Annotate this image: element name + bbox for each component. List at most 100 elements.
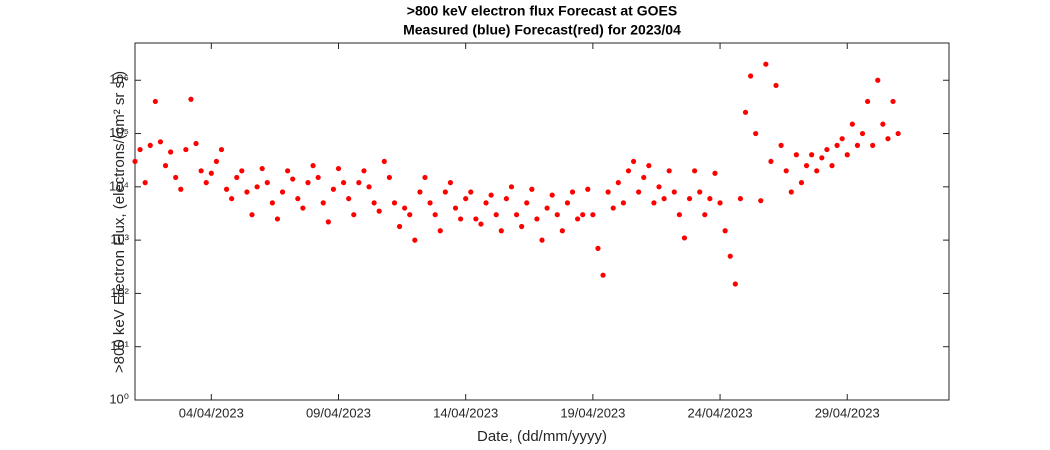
- data-point: [773, 82, 779, 89]
- chart-subtitle: Measured (blue) Forecast(red) for 2023/0…: [403, 22, 681, 38]
- data-point: [656, 184, 662, 190]
- data-point: [269, 200, 275, 206]
- data-point: [630, 158, 637, 165]
- data-point: [244, 189, 250, 195]
- data-point: [758, 198, 764, 204]
- data-point: [402, 205, 408, 211]
- data-point: [590, 212, 596, 218]
- x-tick-label: 09/04/2023: [306, 405, 371, 420]
- data-point: [829, 163, 835, 169]
- data-point: [305, 180, 311, 186]
- y-tick-label: 10¹: [110, 338, 129, 353]
- y-tick-label: 10⁶: [109, 72, 129, 87]
- data-point: [569, 189, 576, 195]
- data-point: [890, 98, 896, 105]
- data-point: [391, 200, 398, 206]
- x-tick-label: 29/04/2023: [815, 405, 880, 420]
- data-point: [132, 158, 138, 165]
- data-point: [498, 228, 504, 234]
- data-point: [330, 186, 337, 192]
- data-point: [686, 196, 693, 202]
- data-point: [559, 228, 565, 234]
- data-point: [468, 189, 474, 195]
- data-point: [620, 200, 627, 206]
- data-point: [732, 281, 738, 287]
- data-point: [488, 192, 494, 198]
- data-point: [727, 253, 733, 259]
- data-point: [615, 180, 621, 186]
- y-tick-label: 10⁵: [109, 125, 129, 140]
- data-point: [508, 184, 515, 190]
- data-point: [218, 146, 225, 153]
- data-point: [778, 142, 784, 148]
- data-point: [697, 189, 703, 195]
- data-point: [819, 155, 825, 161]
- data-point: [452, 205, 459, 211]
- data-point: [839, 136, 845, 142]
- x-tick-label: 19/04/2023: [560, 405, 625, 420]
- data-point: [849, 121, 855, 127]
- data-point: [351, 212, 357, 218]
- y-tick-label: 10²: [110, 285, 129, 300]
- plot-frame: [134, 42, 950, 401]
- data-point: [519, 223, 525, 230]
- data-point: [768, 158, 774, 165]
- data-point: [854, 142, 861, 148]
- data-point: [183, 146, 189, 153]
- data-point: [885, 136, 891, 142]
- data-point: [493, 212, 499, 218]
- data-point: [346, 196, 352, 202]
- data-point: [651, 200, 657, 206]
- data-point: [254, 184, 260, 190]
- data-point: [763, 61, 769, 67]
- data-point: [859, 130, 866, 137]
- data-point: [356, 180, 362, 186]
- data-point: [707, 196, 713, 202]
- data-point: [585, 186, 591, 192]
- data-point: [249, 212, 255, 218]
- data-point: [442, 189, 448, 195]
- y-axis-label: >800 keV Electron Flux, (electrons/(cm² …: [111, 71, 128, 373]
- data-point: [549, 192, 555, 198]
- data-point: [564, 200, 571, 206]
- data-point: [223, 186, 230, 192]
- data-point: [478, 221, 484, 227]
- data-point: [834, 142, 840, 148]
- data-point: [417, 189, 423, 195]
- data-point: [295, 196, 301, 202]
- data-point: [809, 152, 815, 158]
- data-point: [361, 168, 367, 174]
- x-axis-label: Date, (dd/mm/yyyy): [477, 428, 607, 445]
- data-point: [712, 170, 718, 176]
- data-point: [213, 158, 219, 165]
- data-point: [742, 109, 749, 115]
- data-point: [147, 142, 153, 148]
- data-point: [671, 189, 677, 195]
- data-point: [173, 174, 179, 181]
- data-point: [229, 196, 235, 202]
- data-point: [290, 176, 296, 182]
- data-point: [427, 200, 433, 206]
- data-point: [870, 142, 876, 148]
- data-point: [483, 200, 489, 206]
- data-point: [747, 73, 754, 79]
- data-point: [803, 163, 810, 169]
- data-point: [412, 237, 418, 243]
- data-point: [895, 130, 901, 137]
- data-point: [753, 130, 759, 137]
- data-point: [178, 186, 184, 192]
- y-tick-label: 10⁴: [109, 178, 129, 193]
- y-tick-label: 10³: [110, 232, 129, 247]
- data-point: [376, 208, 382, 214]
- data-point: [666, 168, 672, 174]
- data-point: [783, 168, 789, 174]
- data-point: [274, 216, 281, 222]
- data-point: [788, 189, 794, 195]
- data-point: [320, 200, 326, 206]
- data-point: [310, 163, 316, 169]
- data-point: [168, 149, 174, 155]
- data-point: [463, 196, 469, 202]
- data-point: [234, 174, 240, 181]
- data-point: [142, 180, 148, 186]
- x-tick-label: 04/04/2023: [179, 405, 244, 420]
